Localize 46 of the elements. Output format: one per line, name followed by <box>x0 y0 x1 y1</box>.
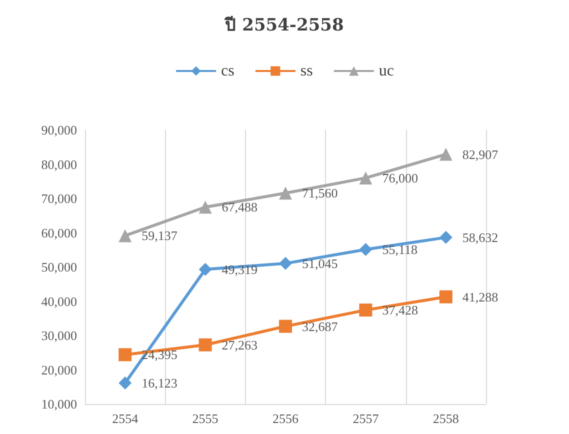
point <box>198 200 212 214</box>
point <box>279 320 292 333</box>
point <box>279 256 292 270</box>
point <box>198 262 212 276</box>
x-tick-label: 2558 <box>432 411 459 426</box>
data-label: 37,428 <box>382 302 418 318</box>
y-tick-label: 90,000 <box>41 122 77 138</box>
point <box>359 171 372 184</box>
y-tick-label: 20,000 <box>41 362 77 378</box>
data-label: 82,907 <box>462 146 499 162</box>
data-label: 51,045 <box>302 256 338 271</box>
y-tick-label: 60,000 <box>41 225 77 240</box>
legend-label: uc <box>378 62 394 80</box>
point <box>439 148 452 161</box>
point <box>359 304 372 317</box>
x-tick-label: 2556 <box>272 411 299 426</box>
x-tick-label: 2554 <box>112 411 139 426</box>
y-tick-label: 10,000 <box>41 396 77 412</box>
data-label: 76,000 <box>382 170 418 186</box>
y-tick-label: 30,000 <box>41 328 77 343</box>
point <box>439 290 452 304</box>
point <box>279 186 292 200</box>
data-label: 41,288 <box>462 289 498 304</box>
data-label: 27,263 <box>222 337 258 352</box>
data-label: 67,488 <box>222 200 258 215</box>
point <box>198 338 212 352</box>
point <box>118 229 132 242</box>
data-label: 32,687 <box>302 318 338 334</box>
data-label: 71,560 <box>302 186 338 201</box>
data-label: 16,123 <box>142 376 178 391</box>
y-tick-label: 70,000 <box>41 191 77 206</box>
data-label: 59,137 <box>142 228 178 244</box>
y-tick-label: 80,000 <box>41 156 77 172</box>
legend-label: ss <box>300 62 313 80</box>
point <box>439 230 452 244</box>
x-tick-label: 2557 <box>352 411 380 426</box>
data-label: 55,118 <box>382 242 418 257</box>
chart-title: ปี 2554-2558 <box>224 14 344 36</box>
data-label: 58,632 <box>462 230 498 245</box>
point <box>359 242 372 256</box>
legend-label: cs <box>221 62 234 80</box>
y-tick-label: 50,000 <box>41 260 77 274</box>
point <box>118 376 132 390</box>
x-tick-label: 2555 <box>192 411 218 426</box>
y-tick-label: 40,000 <box>41 294 77 309</box>
point <box>118 348 132 362</box>
